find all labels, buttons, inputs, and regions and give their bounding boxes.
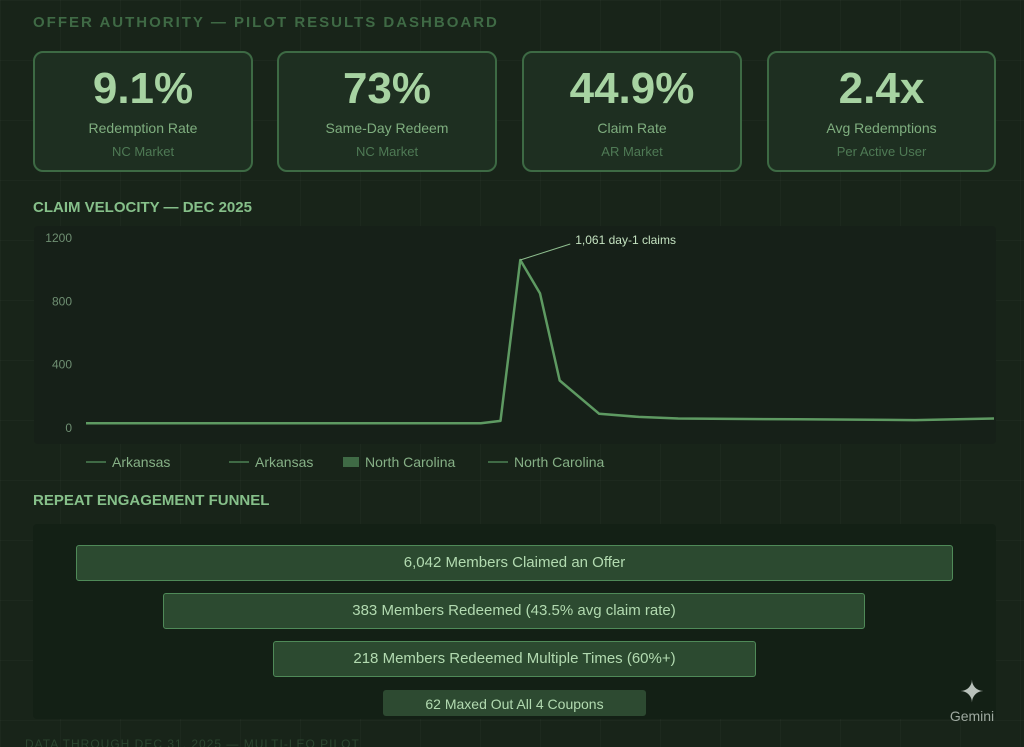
y-tick-label: 400 bbox=[52, 358, 72, 372]
kpi-sublabel: Per Active User bbox=[836, 144, 927, 159]
kpi-label: Claim Rate bbox=[597, 120, 667, 136]
engagement-funnel: 6,042 Members Claimed an Offer 383 Membe… bbox=[33, 524, 996, 719]
legend-item: Arkansas bbox=[229, 454, 313, 470]
claim-velocity-chart: 1200 800 400 0 1,061 day-1 claims bbox=[34, 226, 996, 444]
annotation-leader-line bbox=[520, 243, 571, 261]
kpi-value: 73% bbox=[342, 64, 432, 113]
y-tick-label: 800 bbox=[52, 294, 72, 308]
series-line-north-carolina bbox=[86, 258, 995, 425]
kpi-label: Same-Day Redeem bbox=[325, 120, 449, 136]
kpi-card-same-day-redeem: 73% Same-Day Redeem NC Market bbox=[277, 51, 497, 172]
kpi-value: 44.9% bbox=[569, 64, 695, 113]
legend-label: Arkansas bbox=[255, 454, 314, 470]
watermark: ✦ Gemini bbox=[946, 678, 998, 726]
footer-note: DATA THROUGH DEC 31, 2025 — MULTI-LEO PI… bbox=[25, 737, 360, 747]
kpi-label: Redemption Rate bbox=[88, 120, 198, 136]
kpi-card-redemption-rate: 9.1% Redemption Rate NC Market bbox=[33, 51, 253, 172]
kpi-sublabel: NC Market bbox=[355, 144, 419, 159]
kpi-value: 9.1% bbox=[92, 64, 194, 113]
sparkle-icon: ✦ bbox=[959, 676, 985, 709]
legend-label: North Carolina bbox=[365, 454, 456, 470]
legend-item: North Carolina bbox=[343, 454, 455, 470]
y-tick-label: 1200 bbox=[45, 231, 72, 245]
funnel-stage-multiple: 218 Members Redeemed Multiple Times (60%… bbox=[273, 641, 756, 677]
legend-line-swatch bbox=[86, 461, 106, 463]
funnel-stage-redeemed: 383 Members Redeemed (43.5% avg claim ra… bbox=[163, 593, 865, 629]
watermark-label: Gemini bbox=[949, 708, 995, 724]
funnel-section-title: REPEAT ENGAGEMENT FUNNEL bbox=[33, 492, 270, 509]
kpi-sublabel: NC Market bbox=[111, 144, 175, 159]
legend-label: Arkansas bbox=[112, 454, 171, 470]
kpi-card-claim-rate: 44.9% Claim Rate AR Market bbox=[522, 51, 742, 172]
legend-line-swatch bbox=[229, 461, 249, 463]
kpi-label: Avg Redemptions bbox=[826, 120, 937, 136]
y-tick-label: 0 bbox=[65, 421, 72, 435]
kpi-card-avg-redemptions: 2.4x Avg Redemptions Per Active User bbox=[767, 51, 996, 172]
chart-section-title: CLAIM VELOCITY — DEC 2025 bbox=[33, 199, 252, 216]
legend-box-swatch bbox=[343, 457, 359, 467]
funnel-stage-maxed: 62 Maxed Out All 4 Coupons bbox=[383, 690, 646, 716]
page-title: OFFER AUTHORITY — PILOT RESULTS DASHBOAR… bbox=[33, 14, 499, 31]
legend-item: North Carolina bbox=[488, 454, 604, 470]
legend-label: North Carolina bbox=[514, 454, 605, 470]
peak-annotation: 1,061 day-1 claims bbox=[575, 233, 676, 247]
chart-svg: 1200 800 400 0 1,061 day-1 claims bbox=[45, 231, 995, 435]
legend-item: Arkansas bbox=[86, 454, 170, 470]
legend-line-swatch bbox=[488, 461, 508, 463]
funnel-stage-claimed: 6,042 Members Claimed an Offer bbox=[76, 545, 953, 581]
kpi-sublabel: AR Market bbox=[601, 144, 663, 159]
chart-legend: Arkansas Arkansas North Carolina North C… bbox=[0, 454, 1024, 474]
kpi-value: 2.4x bbox=[838, 64, 925, 113]
